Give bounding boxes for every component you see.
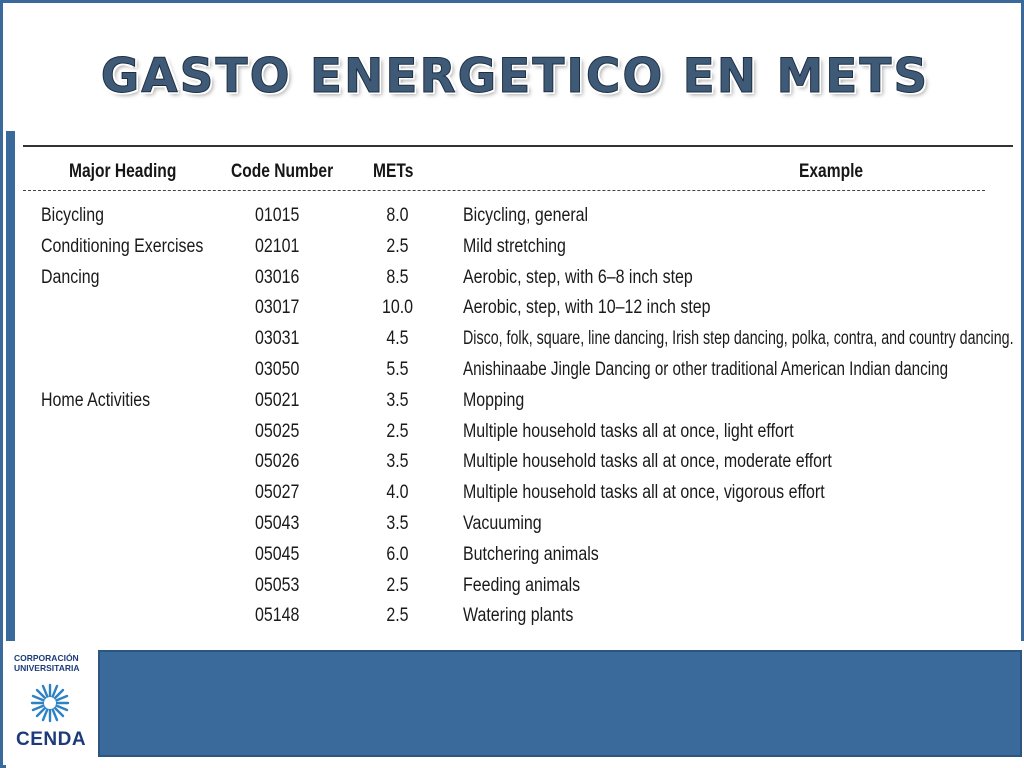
cell-code-number: 03016 [255, 266, 300, 288]
table-row: 05053 2.5 Feeding animals [15, 575, 1013, 606]
table-row: Bicycling 01015 8.0 Bicycling, general [15, 205, 1013, 236]
cenda-logo: CORPORACIÓN UNIVERSITARIA CENDA [14, 653, 98, 753]
cell-mets: 5.5 [386, 358, 409, 380]
table-row: 03031 4.5 Disco, folk, square, line danc… [15, 328, 1013, 359]
logo-name: CENDA [16, 729, 87, 750]
table-row: 03017 10.0 Aerobic, step, with 10–12 inc… [15, 297, 1013, 328]
cell-code-number: 03050 [255, 358, 300, 380]
left-accent-bar [6, 131, 15, 641]
table-row: 05025 2.5 Multiple household tasks all a… [15, 421, 1013, 452]
cell-major-heading: Home Activities [41, 389, 151, 411]
header-example: Example [799, 161, 864, 182]
cell-code-number: 01015 [255, 205, 300, 226]
cell-example: Multiple household tasks all at once, li… [463, 420, 794, 442]
cell-code-number: 05045 [255, 543, 300, 565]
cell-mets: 2.5 [386, 574, 409, 596]
cell-major-heading: Bicycling [41, 205, 104, 226]
cell-example: Mild stretching [463, 235, 566, 257]
table-row: Conditioning Exercises 02101 2.5 Mild st… [15, 236, 1013, 267]
cell-mets: 3.5 [386, 512, 409, 534]
cell-major-heading: Dancing [41, 266, 100, 288]
table-top-rule [23, 145, 1013, 147]
header-code-number: Code Number [231, 161, 334, 182]
cell-mets: 8.0 [386, 205, 409, 226]
cell-mets: 2.5 [386, 420, 409, 442]
sun-rays-icon [30, 683, 70, 723]
table-row: 05148 2.5 Watering plants [15, 605, 1013, 636]
header-mets: METs [373, 161, 414, 182]
logo-subtitle: CORPORACIÓN UNIVERSITARIA [14, 653, 98, 673]
cell-code-number: 05025 [255, 420, 300, 442]
footer-band [98, 650, 1022, 757]
cell-example: Anishinaabe Jingle Dancing or other trad… [463, 358, 949, 380]
table-row: 05027 4.0 Multiple household tasks all a… [15, 482, 1013, 513]
cell-example: Multiple household tasks all at once, mo… [463, 451, 832, 473]
cell-mets: 4.0 [386, 482, 409, 504]
cell-code-number: 03017 [255, 297, 300, 319]
cell-example: Feeding animals [463, 574, 581, 596]
cell-example: Vacuuming [463, 512, 542, 534]
cell-code-number: 03031 [255, 328, 300, 350]
cell-example: Aerobic, step, with 6–8 inch step [463, 266, 693, 288]
cell-code-number: 05053 [255, 574, 300, 596]
cell-example: Butchering animals [463, 543, 599, 565]
table-row: 03050 5.5 Anishinaabe Jingle Dancing or … [15, 359, 1013, 390]
mets-table-scan: Major Heading Code Number METs Example B… [15, 141, 1013, 638]
footer: CORPORACIÓN UNIVERSITARIA CENDA [6, 641, 1024, 768]
cell-example: Bicycling, general [463, 205, 589, 226]
cell-major-heading: Conditioning Exercises [41, 235, 204, 257]
cell-code-number: 05148 [255, 605, 300, 627]
cell-mets: 10.0 [381, 297, 414, 319]
cell-example: Aerobic, step, with 10–12 inch step [463, 297, 711, 319]
cell-example: Multiple household tasks all at once, vi… [463, 482, 825, 504]
table-row: 05045 6.0 Butchering animals [15, 544, 1013, 575]
table-row: 05026 3.5 Multiple household tasks all a… [15, 451, 1013, 482]
table-row: Home Activities 05021 3.5 Mopping [15, 390, 1013, 421]
table-body: Bicycling 01015 8.0 Bicycling, general C… [15, 205, 1013, 636]
cell-code-number: 05021 [255, 389, 300, 411]
cell-code-number: 05027 [255, 482, 300, 504]
cell-mets: 2.5 [386, 605, 409, 627]
cell-mets: 8.5 [386, 266, 409, 288]
cell-example: Watering plants [463, 605, 574, 627]
cell-code-number: 05043 [255, 512, 300, 534]
table-row: 05043 3.5 Vacuuming [15, 513, 1013, 544]
logo-line-1: CORPORACIÓN [14, 653, 79, 663]
cell-code-number: 02101 [255, 235, 300, 257]
cell-example: Mopping [463, 389, 525, 411]
slide-title: GASTO ENERGETICO EN METS [100, 49, 930, 105]
cell-example: Disco, folk, square, line dancing, Irish… [463, 328, 1013, 350]
cell-mets: 3.5 [386, 389, 409, 411]
cell-code-number: 05026 [255, 451, 300, 473]
table-row: Dancing 03016 8.5 Aerobic, step, with 6–… [15, 267, 1013, 298]
logo-line-2: UNIVERSITARIA [14, 663, 80, 673]
cell-mets: 2.5 [386, 235, 409, 257]
cell-mets: 6.0 [386, 543, 409, 565]
cell-mets: 4.5 [386, 328, 409, 350]
table-header-rule [23, 190, 985, 191]
header-major-heading: Major Heading [69, 161, 177, 182]
cell-mets: 3.5 [386, 451, 409, 473]
